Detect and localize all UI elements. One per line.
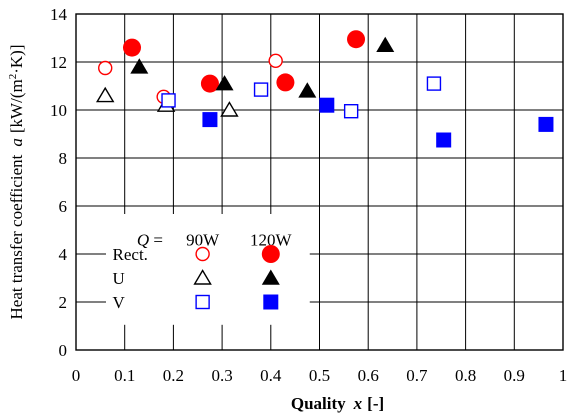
y-tick-label: 10 bbox=[50, 101, 67, 120]
y-tick-labels: 0 2 4 6 8 10 12 14 bbox=[50, 5, 68, 360]
data-point-v-120w bbox=[202, 112, 218, 128]
legend-marker-u-90w bbox=[193, 269, 212, 285]
data-point-u-90w bbox=[220, 101, 239, 117]
data-point-u-120w bbox=[376, 36, 395, 52]
x-tick-label: 0.1 bbox=[114, 366, 135, 385]
x-tick-labels: 0 0.1 0.2 0.3 0.4 0.5 0.6 0.7 0.8 0.9 1 bbox=[72, 366, 568, 385]
data-markers bbox=[95, 30, 554, 148]
data-point-u-120w bbox=[130, 58, 149, 74]
legend-q-eq: = bbox=[149, 231, 163, 250]
x-axis-label: Quality x [-] bbox=[291, 394, 384, 413]
legend-marker-rect-90w bbox=[195, 246, 210, 262]
x-tick-label: 0.8 bbox=[455, 366, 476, 385]
legend-column-120w: 120W bbox=[250, 231, 293, 250]
y-tick-label: 12 bbox=[50, 53, 67, 72]
data-point-rect-120w bbox=[276, 73, 295, 92]
data-point-rect-90w bbox=[268, 53, 283, 68]
legend-row-u: U bbox=[113, 269, 125, 288]
data-point-v-90w bbox=[161, 93, 176, 108]
y-axis-label-unit-sup: 2 bbox=[7, 74, 19, 80]
x-tick-label: 0.5 bbox=[309, 366, 330, 385]
data-point-rect-120w bbox=[123, 38, 142, 57]
y-tick-label: 2 bbox=[59, 293, 68, 312]
y-tick-label: 0 bbox=[59, 341, 68, 360]
legend-q-label: Q = bbox=[137, 231, 163, 250]
x-tick-label: 0.2 bbox=[163, 366, 184, 385]
legend-q-symbol: Q bbox=[137, 231, 149, 250]
y-axis-label-symbol: a bbox=[7, 138, 26, 147]
y-tick-label: 14 bbox=[50, 5, 68, 24]
y-tick-label: 6 bbox=[59, 197, 68, 216]
x-tick-label: 0.3 bbox=[211, 366, 232, 385]
plot-frame bbox=[75, 13, 564, 351]
y-axis-label-text: Heat transfer coefficient bbox=[7, 154, 26, 319]
y-tick-label: 8 bbox=[59, 149, 68, 168]
legend-marker-v-90w bbox=[195, 294, 210, 310]
data-point-v-120w bbox=[436, 132, 452, 148]
x-axis-label-symbol: x bbox=[353, 394, 363, 413]
x-tick-label: 0.6 bbox=[358, 366, 379, 385]
legend: Q = 90W 120W Rect. U V bbox=[106, 214, 310, 325]
legend-column-90w: 90W bbox=[186, 231, 220, 250]
y-tick-label: 4 bbox=[59, 245, 68, 264]
legend-row-rect: Rect. bbox=[113, 245, 148, 264]
legend-markers bbox=[193, 245, 280, 310]
data-point-rect-120w bbox=[347, 30, 366, 49]
legend-marker-u-120w bbox=[261, 269, 280, 285]
x-tick-label: 0 bbox=[72, 366, 81, 385]
data-point-u-120w bbox=[298, 82, 317, 98]
data-point-rect-90w bbox=[98, 60, 113, 76]
x-tick-label: 0.7 bbox=[406, 366, 428, 385]
x-tick-label: 1 bbox=[559, 366, 568, 385]
data-point-v-120w bbox=[319, 97, 335, 113]
data-point-v-90w bbox=[343, 103, 359, 119]
y-axis-label-unit-end: ·K)] bbox=[7, 45, 26, 74]
data-point-v-90w bbox=[253, 82, 269, 97]
y-axis-label: Heat transfer coefficient a [kW/(m2·K)] bbox=[7, 45, 26, 320]
data-point-rect-120w bbox=[200, 74, 219, 93]
legend-row-v: V bbox=[113, 293, 126, 312]
x-axis-label-text: Quality bbox=[291, 394, 346, 413]
x-axis-label-unit: [-] bbox=[367, 394, 384, 413]
y-axis-label-unit: [kW/(m bbox=[7, 79, 26, 133]
legend-marker-rect-120w bbox=[261, 245, 280, 263]
data-point-v-90w bbox=[426, 76, 442, 91]
data-point-v-120w bbox=[538, 116, 554, 132]
data-point-u-120w bbox=[215, 75, 234, 91]
x-tick-label: 0.9 bbox=[504, 366, 525, 385]
x-tick-label: 0.4 bbox=[260, 366, 282, 385]
legend-marker-v-120w bbox=[263, 294, 279, 310]
data-point-u-90w bbox=[95, 86, 115, 103]
